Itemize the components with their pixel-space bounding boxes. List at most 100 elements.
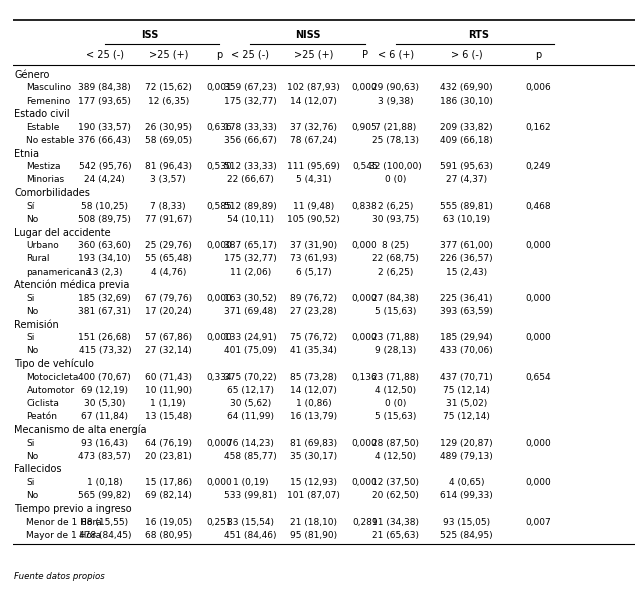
- Text: 400 (70,67): 400 (70,67): [78, 373, 131, 382]
- Text: 473 (83,57): 473 (83,57): [78, 452, 131, 461]
- Text: 15 (17,86): 15 (17,86): [145, 478, 192, 487]
- Text: < 6 (+): < 6 (+): [378, 50, 414, 60]
- Text: 35 (30,17): 35 (30,17): [290, 452, 337, 461]
- Text: 93 (15,05): 93 (15,05): [443, 518, 490, 527]
- Text: 0 (0): 0 (0): [385, 176, 406, 184]
- Text: 478 (84,45): 478 (84,45): [79, 531, 131, 540]
- Text: 185 (29,94): 185 (29,94): [440, 333, 493, 342]
- Text: Etnia: Etnia: [14, 149, 39, 159]
- Text: Remisión: Remisión: [14, 320, 59, 330]
- Text: 0,136: 0,136: [352, 373, 378, 382]
- Text: Tiempo previo a ingreso: Tiempo previo a ingreso: [14, 504, 131, 514]
- Text: 542 (95,76): 542 (95,76): [79, 162, 131, 171]
- Text: Si: Si: [26, 333, 35, 342]
- Text: 30 (5,62): 30 (5,62): [229, 399, 271, 408]
- Text: Masculino: Masculino: [26, 84, 72, 93]
- Text: Si: Si: [26, 439, 35, 448]
- Text: 63 (10,19): 63 (10,19): [443, 215, 490, 224]
- Text: 360 (63,60): 360 (63,60): [78, 241, 131, 250]
- Text: 30 (93,75): 30 (93,75): [372, 215, 419, 224]
- Text: 20 (23,81): 20 (23,81): [145, 452, 192, 461]
- Text: Femenino: Femenino: [26, 97, 71, 106]
- Text: Rural: Rural: [26, 254, 50, 263]
- Text: 16 (13,79): 16 (13,79): [290, 412, 337, 421]
- Text: 67 (79,76): 67 (79,76): [145, 294, 192, 303]
- Text: 95 (81,90): 95 (81,90): [290, 531, 337, 540]
- Text: 75 (12,14): 75 (12,14): [444, 412, 490, 421]
- Text: No: No: [26, 346, 38, 355]
- Text: Mecanismo de alta energía: Mecanismo de alta energía: [14, 425, 147, 435]
- Text: 5 (15,63): 5 (15,63): [375, 307, 417, 316]
- Text: Ciclista: Ciclista: [26, 399, 60, 408]
- Text: Sí: Sí: [26, 202, 35, 211]
- Text: 10 (11,90): 10 (11,90): [145, 386, 192, 395]
- Text: 375 (70,22): 375 (70,22): [224, 373, 277, 382]
- Text: 0,654: 0,654: [526, 373, 551, 382]
- Text: 209 (33,82): 209 (33,82): [440, 123, 493, 132]
- Text: 381 (67,31): 381 (67,31): [78, 307, 131, 316]
- Text: 0,530: 0,530: [206, 162, 232, 171]
- Text: 15 (12,93): 15 (12,93): [290, 478, 337, 487]
- Text: Menor de 1 Hora: Menor de 1 Hora: [26, 518, 102, 527]
- Text: 101 (87,07): 101 (87,07): [287, 491, 340, 500]
- Text: 0,000: 0,000: [526, 241, 551, 250]
- Text: 0,000: 0,000: [352, 241, 378, 250]
- Text: 0,000: 0,000: [206, 294, 232, 303]
- Text: 24 (4,24): 24 (4,24): [85, 176, 125, 184]
- Text: 7 (21,88): 7 (21,88): [375, 123, 417, 132]
- Text: Motocicleta: Motocicleta: [26, 373, 79, 382]
- Text: Urbano: Urbano: [26, 241, 59, 250]
- Text: 437 (70,71): 437 (70,71): [440, 373, 493, 382]
- Text: 13 (2,3): 13 (2,3): [87, 267, 122, 276]
- Text: Tipo de vehículo: Tipo de vehículo: [14, 359, 94, 369]
- Text: Fallecidos: Fallecidos: [14, 464, 62, 474]
- Text: 73 (61,93): 73 (61,93): [290, 254, 337, 263]
- Text: 78 (67,24): 78 (67,24): [290, 136, 337, 145]
- Text: 23 (71,88): 23 (71,88): [372, 333, 419, 342]
- Text: 0,162: 0,162: [526, 123, 551, 132]
- Text: 0,000: 0,000: [352, 478, 378, 487]
- Text: panamericana: panamericana: [26, 267, 92, 276]
- Text: 72 (15,62): 72 (15,62): [145, 84, 192, 93]
- Text: 0,838: 0,838: [352, 202, 378, 211]
- Text: > 6 (-): > 6 (-): [451, 50, 483, 60]
- Text: 0,000: 0,000: [352, 84, 378, 93]
- Text: 81 (69,83): 81 (69,83): [290, 439, 337, 448]
- Text: 102 (87,93): 102 (87,93): [287, 84, 340, 93]
- Text: 68 (80,95): 68 (80,95): [145, 531, 192, 540]
- Text: 0,545: 0,545: [352, 162, 378, 171]
- Text: 9 (28,13): 9 (28,13): [375, 346, 417, 355]
- Text: 25 (78,13): 25 (78,13): [372, 136, 419, 145]
- Text: 11 (34,38): 11 (34,38): [372, 518, 419, 527]
- Text: 27 (32,14): 27 (32,14): [145, 346, 192, 355]
- Text: 226 (36,57): 226 (36,57): [440, 254, 493, 263]
- Text: 6 (5,17): 6 (5,17): [296, 267, 331, 276]
- Text: 2 (6,25): 2 (6,25): [378, 202, 413, 211]
- Text: No estable: No estable: [26, 136, 75, 145]
- Text: 0,000: 0,000: [206, 478, 232, 487]
- Text: NISS: NISS: [295, 30, 320, 40]
- Text: 186 (30,10): 186 (30,10): [440, 97, 493, 106]
- Text: 489 (79,13): 489 (79,13): [440, 452, 493, 461]
- Text: RTS: RTS: [468, 30, 489, 40]
- Text: 0,905: 0,905: [352, 123, 378, 132]
- Text: 393 (63,59): 393 (63,59): [440, 307, 493, 316]
- Text: 11 (2,06): 11 (2,06): [229, 267, 271, 276]
- Text: Lugar del accidente: Lugar del accidente: [14, 228, 111, 238]
- Text: 13 (15,48): 13 (15,48): [145, 412, 192, 421]
- Text: 1 (0,18): 1 (0,18): [87, 478, 122, 487]
- Text: 14 (12,07): 14 (12,07): [290, 97, 337, 106]
- Text: Estable: Estable: [26, 123, 60, 132]
- Text: 69 (82,14): 69 (82,14): [145, 491, 192, 500]
- Text: Mestiza: Mestiza: [26, 162, 61, 171]
- Text: 1 (0,86): 1 (0,86): [296, 399, 331, 408]
- Text: 151 (26,68): 151 (26,68): [78, 333, 131, 342]
- Text: 8 (25): 8 (25): [382, 241, 410, 250]
- Text: 4 (12,50): 4 (12,50): [375, 386, 417, 395]
- Text: 75 (76,72): 75 (76,72): [290, 333, 337, 342]
- Text: 69 (12,19): 69 (12,19): [81, 386, 128, 395]
- Text: 37 (32,76): 37 (32,76): [290, 123, 337, 132]
- Text: 409 (66,18): 409 (66,18): [440, 136, 493, 145]
- Text: 508 (89,75): 508 (89,75): [78, 215, 131, 224]
- Text: 26 (30,95): 26 (30,95): [145, 123, 192, 132]
